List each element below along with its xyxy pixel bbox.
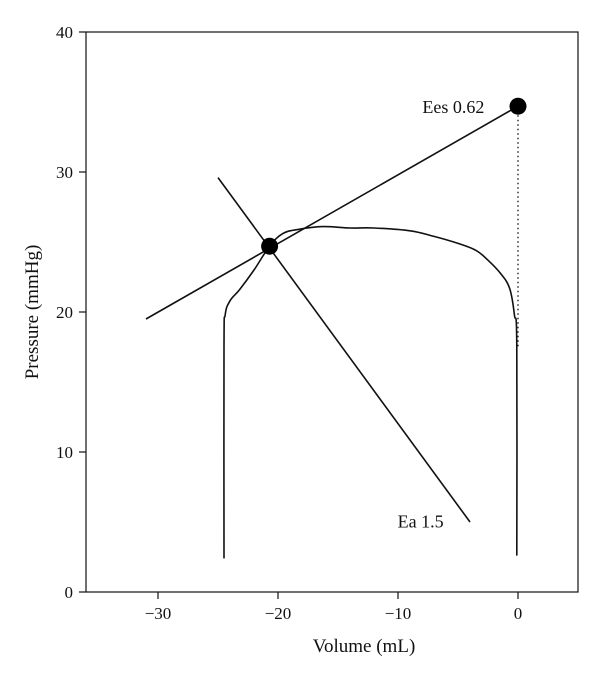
y-tick-label: 10 bbox=[56, 443, 73, 462]
annotation-label: Ees 0.62 bbox=[422, 97, 484, 117]
pv-loop-curve bbox=[223, 225, 518, 559]
y-axis: 0 10 20 30 40 bbox=[56, 23, 86, 602]
x-tick-label: −10 bbox=[385, 604, 412, 623]
x-axis-title: Volume (mL) bbox=[313, 636, 416, 657]
y-tick-label: 20 bbox=[56, 303, 73, 322]
y-axis-title: Pressure (mmHg) bbox=[22, 245, 43, 380]
data-point bbox=[509, 97, 527, 115]
x-tick-label: −30 bbox=[145, 604, 172, 623]
y-tick-label: 30 bbox=[56, 163, 73, 182]
y-tick-label: 0 bbox=[65, 583, 74, 602]
x-axis: −30 −20 −10 0 bbox=[145, 592, 523, 623]
ea-line bbox=[217, 177, 471, 523]
data-point bbox=[261, 237, 279, 255]
chart-marks: Ees 0.62 Ea 1.5 bbox=[145, 97, 527, 559]
ees-line bbox=[145, 105, 519, 320]
annotation-label: Ea 1.5 bbox=[398, 512, 444, 532]
x-tick-label: −20 bbox=[265, 604, 292, 623]
y-tick-label: 40 bbox=[56, 23, 73, 42]
x-tick-label: 0 bbox=[514, 604, 523, 623]
